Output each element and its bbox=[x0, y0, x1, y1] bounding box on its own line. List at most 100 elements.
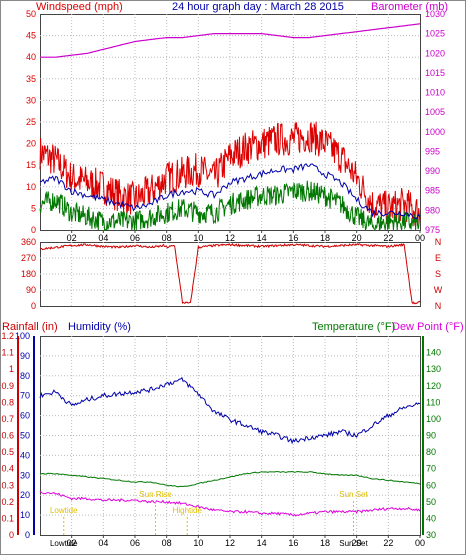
rainfall-y-tick-label: 0.7 bbox=[1, 414, 14, 424]
humidity-y-tick-label: 0 bbox=[25, 530, 30, 540]
direction-compass-y-tick-label: N bbox=[435, 301, 442, 311]
humidity-y-tick-label: 90 bbox=[20, 351, 30, 361]
humidity-x-tick-label: 08 bbox=[162, 538, 172, 548]
rainfall-y-tick-label: 0.9 bbox=[1, 381, 14, 391]
chart-title: 24 hour graph day : March 28 2015 bbox=[172, 1, 344, 13]
direction-y-tick-label: 180 bbox=[21, 269, 36, 279]
temperature-y-tick-label: 60 bbox=[426, 480, 436, 490]
temperature-y-tick-label: 140 bbox=[426, 348, 441, 358]
wind-x-tick-label: 14 bbox=[257, 233, 267, 243]
wind-x-tick-label: 20 bbox=[352, 233, 362, 243]
barometer-y-tick-label: 985 bbox=[425, 186, 440, 196]
windspeed-avg-line bbox=[39, 163, 421, 220]
humidity-x-tick-label: 16 bbox=[288, 538, 298, 548]
temperature-axis-label: Temperature (°F) bbox=[312, 321, 395, 333]
humidity-y-tick-label: 30 bbox=[20, 470, 30, 480]
direction-y-tick-label: 90 bbox=[26, 285, 36, 295]
wind-y-tick-label: 25 bbox=[26, 117, 36, 127]
barometer-y-tick-label: 980 bbox=[425, 205, 440, 215]
barometer-axis-label: Barometer (mb) bbox=[371, 1, 448, 13]
barometer-line bbox=[40, 23, 421, 58]
dewpoint-line bbox=[39, 490, 421, 517]
temperature-y-tick-label: 90 bbox=[426, 431, 436, 441]
barometer-y-tick-label: 1030 bbox=[425, 9, 445, 19]
annotation-axis-label: Sun Set bbox=[339, 539, 368, 548]
wind-y-tick-label: 35 bbox=[26, 74, 36, 84]
wind-y-tick-label: 20 bbox=[26, 139, 36, 149]
humidity-axis-label: Humidity (%) bbox=[68, 321, 131, 333]
humidity-line bbox=[39, 376, 421, 445]
rainfall-y-tick-label: 0.6 bbox=[1, 431, 14, 441]
wind-x-tick-label: 00 bbox=[415, 233, 425, 243]
series-layer bbox=[39, 23, 421, 517]
barometer-y-tick-label: 1000 bbox=[425, 127, 445, 137]
humidity-x-tick-label: 14 bbox=[257, 538, 267, 548]
windspeed-min-line bbox=[39, 180, 421, 232]
wind-y-tick-label: 50 bbox=[26, 9, 36, 19]
direction-compass-y-tick-label: N bbox=[435, 237, 442, 247]
rainfall-y-tick-label: 1.1 bbox=[1, 348, 14, 358]
humidity-y-tick-label: 50 bbox=[20, 431, 30, 441]
humidity-x-tick-label: 20 bbox=[352, 538, 362, 548]
rainfall-y-tick-label: 0.8 bbox=[1, 397, 14, 407]
temperature-y-tick-label: 100 bbox=[426, 414, 441, 424]
wind-y-tick-label: 45 bbox=[26, 31, 36, 41]
annotation-label: Sun Rise bbox=[139, 490, 172, 499]
wind-y-tick-label: 30 bbox=[26, 95, 36, 105]
wind-y-tick-label: 40 bbox=[26, 52, 36, 62]
wind-direction-line bbox=[39, 242, 421, 305]
annotation-label: Lowtide bbox=[50, 506, 78, 515]
humidity-y-tick-label: 60 bbox=[20, 411, 30, 421]
rainfall-y-tick-label: 0.3 bbox=[1, 480, 14, 490]
direction-y-tick-label: 0 bbox=[31, 301, 36, 311]
temperature-y-tick-label: 50 bbox=[426, 497, 436, 507]
temperature-y-tick-label: 40 bbox=[426, 513, 436, 523]
rainfall-y-tick-label: 0 bbox=[9, 530, 14, 540]
wind-x-tick-label: 18 bbox=[320, 233, 330, 243]
rainfall-y-tick-label: 0.4 bbox=[1, 464, 14, 474]
temperature-y-tick-label: 120 bbox=[426, 381, 441, 391]
direction-y-tick-label: 270 bbox=[21, 253, 36, 263]
windspeed-line bbox=[39, 121, 421, 226]
humidity-y-tick-label: 20 bbox=[20, 490, 30, 500]
wind-x-tick-label: 16 bbox=[288, 233, 298, 243]
wind-x-tick-label: 06 bbox=[130, 233, 140, 243]
humidity-y-tick-label: 100 bbox=[15, 331, 30, 341]
humidity-x-tick-label: 22 bbox=[383, 538, 393, 548]
wind-x-tick-label: 08 bbox=[162, 233, 172, 243]
wind-x-tick-label: 04 bbox=[98, 233, 108, 243]
temperature-y-tick-label: 70 bbox=[426, 464, 436, 474]
annotation-label: Hightide bbox=[173, 506, 203, 515]
annotation-label: Sun Set bbox=[339, 490, 368, 499]
humidity-y-tick-label: 10 bbox=[20, 510, 30, 520]
direction-compass-y-tick-label: W bbox=[434, 285, 443, 295]
temperature-y-tick-label: 130 bbox=[426, 364, 441, 374]
wind-y-tick-label: 5 bbox=[31, 203, 36, 213]
annotation-axis-label: Lowtide bbox=[50, 539, 78, 548]
axis-layer: 02 04 06 08 10 12 14 16 18 20 22 000510152025303540… bbox=[1, 9, 445, 548]
rainfall-y-tick-label: 1 bbox=[9, 364, 14, 374]
barometer-y-tick-label: 1025 bbox=[425, 29, 445, 39]
wind-y-tick-label: 0 bbox=[31, 225, 36, 235]
wind-y-tick-label: 15 bbox=[26, 160, 36, 170]
rainfall-axis-label: Rainfall (in) bbox=[2, 321, 58, 333]
rainfall-y-tick-label: 1.2 bbox=[1, 331, 14, 341]
humidity-y-tick-label: 70 bbox=[20, 391, 30, 401]
barometer-y-tick-label: 1010 bbox=[425, 88, 445, 98]
barometer-y-tick-label: 1015 bbox=[425, 68, 445, 78]
rainfall-y-tick-label: 0.5 bbox=[1, 447, 14, 457]
humidity-x-tick-label: 18 bbox=[320, 538, 330, 548]
humidity-x-tick-label: 12 bbox=[225, 538, 235, 548]
wind-x-tick-label: 02 bbox=[67, 233, 77, 243]
direction-compass-y-tick-label: S bbox=[435, 269, 441, 279]
humidity-x-tick-label: 00 bbox=[415, 538, 425, 548]
wind-x-tick-label: 12 bbox=[225, 233, 235, 243]
humidity-x-tick-label: 04 bbox=[98, 538, 108, 548]
barometer-y-tick-label: 995 bbox=[425, 146, 440, 156]
temperature-y-tick-label: 110 bbox=[426, 397, 440, 407]
wind-x-tick-label: 10 bbox=[193, 233, 203, 243]
windspeed-axis-label: Windspeed (mph) bbox=[36, 1, 123, 13]
temperature-line bbox=[39, 470, 421, 488]
temperature-y-tick-label: 30 bbox=[426, 530, 436, 540]
